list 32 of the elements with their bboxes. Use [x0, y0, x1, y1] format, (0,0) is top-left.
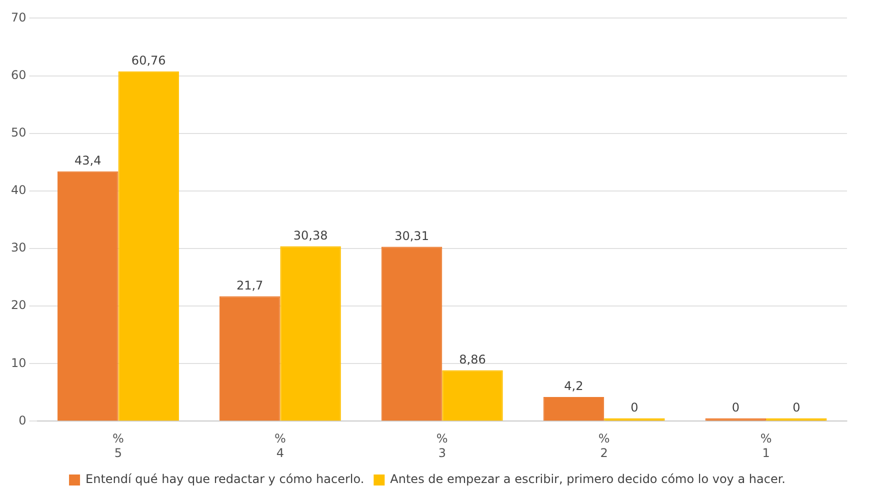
- bar: [442, 370, 503, 421]
- bar: [118, 71, 179, 421]
- y-tick-label: 10: [10, 356, 26, 370]
- data-label: 43,4: [74, 153, 102, 168]
- x-tick-label: % 3: [436, 432, 448, 460]
- legend-label: Antes de empezar a escribir, primero decido cómo lo voy a hacer.: [390, 472, 786, 486]
- y-tick-label: 0: [18, 413, 26, 428]
- x-tick-label: % 1: [760, 432, 772, 460]
- y-tick-label: 30: [10, 240, 26, 255]
- data-label: 30,38: [293, 228, 328, 242]
- bar: [543, 397, 604, 421]
- data-label: 30,31: [394, 228, 429, 243]
- data-label: 0: [732, 400, 740, 414]
- bar: [219, 296, 280, 421]
- y-tick-label: 60: [10, 68, 26, 82]
- x-tick-label: % 4: [274, 432, 286, 460]
- data-label: 60,76: [131, 54, 166, 68]
- data-label: 4,2: [564, 379, 584, 394]
- data-label: 0: [630, 400, 638, 414]
- y-tick-label: 50: [10, 125, 26, 140]
- data-label: 21,7: [236, 278, 264, 292]
- bar: [58, 171, 118, 421]
- data-label: 0: [792, 400, 800, 414]
- y-tick-label: 40: [10, 183, 26, 198]
- y-tick-label: 70: [10, 10, 26, 24]
- data-label: 8,86: [459, 352, 486, 366]
- x-tick-label: % 5: [112, 432, 124, 460]
- legend-label: Entendí qué hay que redactar y cómo hacerlo.: [86, 472, 364, 486]
- bar: [381, 246, 442, 421]
- bar: [280, 246, 341, 421]
- y-tick-label: 20: [10, 298, 26, 312]
- x-tick-label: % 2: [598, 432, 610, 460]
